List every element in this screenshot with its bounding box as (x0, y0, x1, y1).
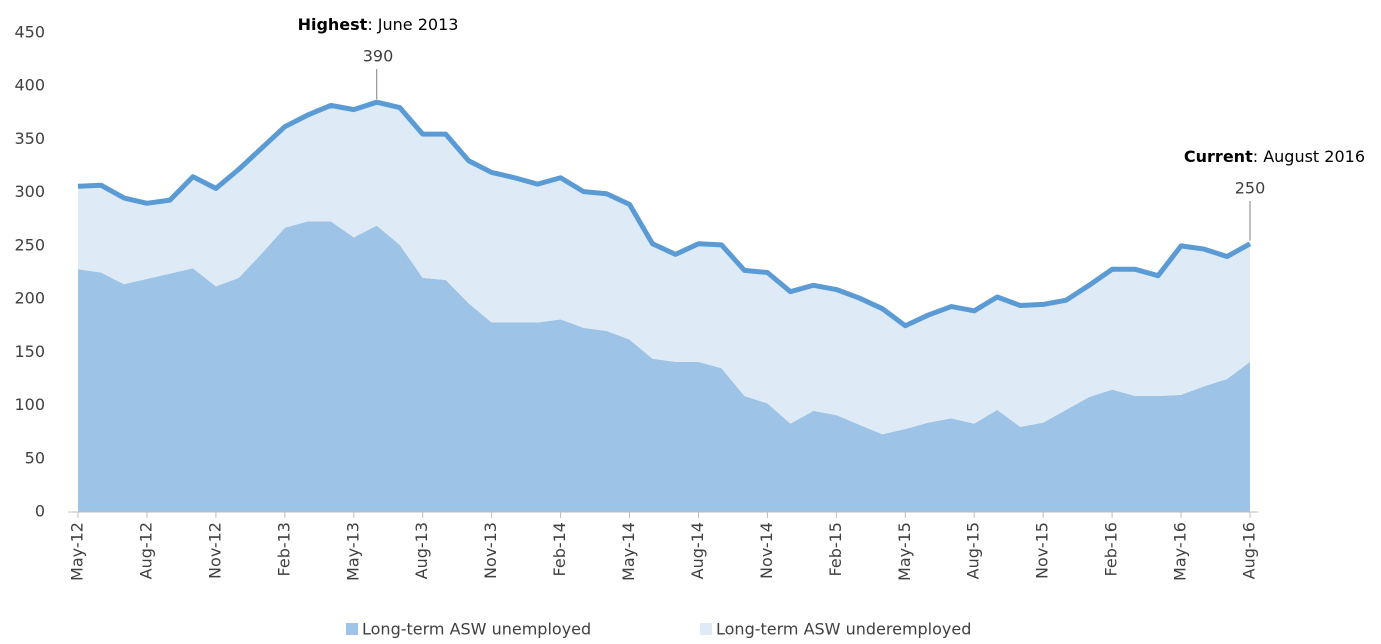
annotation-label: Current (1184, 147, 1253, 166)
y-tick-label: 250 (14, 235, 45, 254)
annotation: Current: August 2016 (1184, 147, 1365, 166)
x-tick-label: May-13 (343, 522, 362, 581)
x-tick-label: May-15 (895, 522, 914, 581)
x-tick-label: Aug-16 (1240, 522, 1259, 579)
x-tick-label: Feb-15 (826, 522, 845, 576)
annotation-text: : June 2013 (367, 15, 458, 34)
y-tick-label: 100 (14, 395, 45, 414)
annotation: Highest: June 2013 (298, 15, 459, 34)
x-tick-label: Nov-14 (757, 522, 776, 579)
legend-swatch (346, 623, 358, 635)
annotation-label: Highest (298, 15, 368, 34)
x-tick-label: May-16 (1171, 522, 1190, 581)
area (78, 221, 1250, 512)
annotation-value: 390 (363, 47, 394, 66)
y-tick-label: 150 (14, 342, 45, 361)
y-tick-label: 350 (14, 129, 45, 148)
x-tick-label: May-12 (68, 522, 87, 581)
x-tick-label: Aug-12 (136, 522, 155, 579)
y-tick-label: 300 (14, 182, 45, 201)
y-tick-label: 400 (14, 76, 45, 95)
x-tick-label: Aug-14 (688, 522, 707, 579)
x-tick-label: Feb-16 (1102, 522, 1121, 576)
legend-swatch (700, 623, 712, 635)
area (78, 102, 1250, 435)
x-tick-label: Nov-13 (481, 522, 500, 579)
x-tick-label: May-14 (619, 522, 638, 581)
x-tick-label: Aug-15 (964, 522, 983, 579)
legend-label: Long-term ASW underemployed (716, 620, 971, 639)
legend-label: Long-term ASW unemployed (362, 620, 591, 639)
y-tick-label: 450 (14, 23, 45, 42)
x-tick-label: Nov-15 (1033, 522, 1052, 579)
x-tick-label: Feb-14 (550, 522, 569, 576)
annotation-text: : August 2016 (1253, 147, 1365, 166)
x-tick-label: Feb-13 (274, 522, 293, 576)
y-tick-label: 200 (14, 289, 45, 308)
y-tick-label: 0 (35, 502, 45, 521)
annotation-value: 250 (1235, 179, 1266, 198)
total-line (77, 99, 1252, 329)
x-tick-label: Aug-13 (412, 522, 431, 579)
x-tick-label: Nov-12 (205, 522, 224, 579)
y-tick-label: 50 (25, 448, 45, 467)
